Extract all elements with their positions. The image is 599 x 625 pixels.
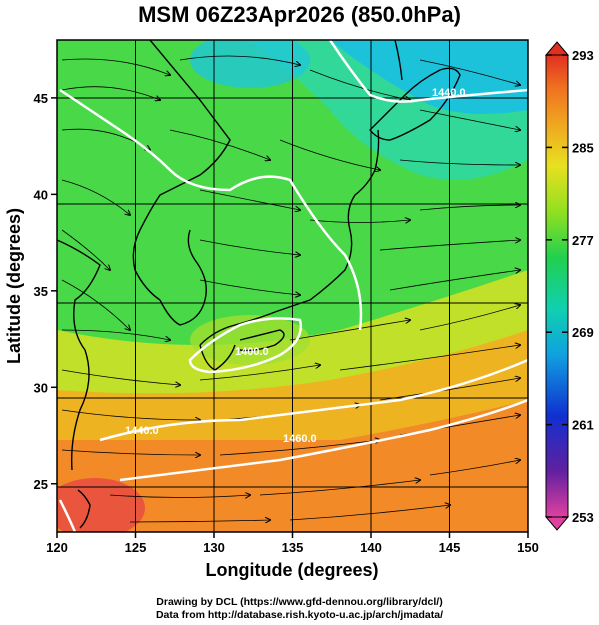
temperature-mild-spot	[190, 315, 310, 365]
coastline-hokkaido	[369, 67, 461, 141]
weather-map-figure: 1440.0 1460.0 1400.0 1440.0 120 125 130 135…	[4, 39, 594, 580]
streamline	[339, 345, 520, 371]
height-contour	[59, 88, 363, 331]
streamline	[61, 369, 180, 385]
colorbar-bottom-arrow	[544, 516, 570, 531]
y-tick-label: 40	[34, 187, 48, 202]
streamline	[379, 378, 520, 401]
colorbar-ticks: 293 285 277 269 261 253	[546, 48, 594, 525]
streamline	[289, 505, 450, 521]
streamline	[419, 109, 520, 130]
streamline	[61, 179, 130, 215]
x-tick-label: 125	[125, 540, 147, 555]
y-tick-label: 45	[34, 91, 48, 106]
streamline	[199, 279, 300, 295]
streamline	[61, 58, 170, 75]
streamline	[61, 449, 200, 455]
temperature-cold-spot	[190, 40, 310, 88]
streamline	[61, 409, 200, 420]
coastline-korea-north	[132, 40, 231, 301]
y-tick-label: 30	[34, 380, 48, 395]
streamline	[199, 365, 320, 381]
x-tick-label: 150	[517, 540, 539, 555]
streamline	[109, 495, 250, 498]
coastline-shikoku	[239, 329, 285, 352]
map-grid	[57, 40, 528, 532]
colorbar-tick-label: 269	[572, 325, 594, 340]
streamline	[61, 86, 160, 100]
colorbar-tick-label: 253	[572, 510, 594, 525]
contour-label: 1440.0	[125, 425, 159, 437]
streamline	[419, 59, 520, 85]
streamline	[61, 279, 130, 330]
height-contour	[188, 317, 303, 374]
coastline-taiwan	[77, 489, 91, 529]
streamline	[199, 239, 300, 255]
y-tick-label: 25	[34, 477, 48, 492]
height-contours	[58, 40, 528, 532]
height-contour	[99, 358, 528, 442]
streamline	[61, 329, 170, 340]
colorbar: 293 285 277 269 261 253	[544, 41, 594, 531]
chart-title: MSM 06Z23Apr2026 (850.0hPa)	[138, 2, 461, 27]
x-tick-label: 120	[46, 540, 68, 555]
streamline	[429, 460, 520, 476]
colorbar-gradient	[545, 54, 569, 518]
credit-data: Data from http://database.rish.kyoto-u.a…	[155, 609, 444, 621]
streamline	[179, 55, 300, 65]
contour-label: 1400.0	[235, 346, 269, 358]
y-tick-label: 35	[34, 284, 48, 299]
wind-streamlines	[61, 55, 520, 522]
coastline-sakhalin	[394, 40, 403, 81]
height-contour	[58, 499, 77, 532]
coastlines	[57, 40, 461, 529]
colorbar-tick-label: 285	[572, 140, 594, 155]
streamline	[289, 320, 410, 341]
streamline	[169, 129, 270, 160]
colorbar-top-arrow	[544, 41, 570, 56]
streamline	[199, 189, 300, 210]
colorbar-tick-label: 293	[572, 48, 594, 63]
height-contour	[328, 40, 528, 103]
streamline	[219, 440, 380, 456]
height-contour	[119, 398, 528, 482]
credit-drawing: Drawing by DCL (https://www.gfd-dennou.o…	[156, 596, 443, 608]
coastline-kyushu	[199, 344, 236, 371]
contour-label: 1460.0	[283, 433, 317, 445]
x-tick-label: 145	[439, 540, 461, 555]
x-axis-ticks: 120 125 130 135 140 145 150	[46, 532, 539, 555]
streamline	[399, 159, 520, 165]
x-tick-label: 140	[360, 540, 382, 555]
y-axis-label: Latitude (degrees)	[4, 208, 24, 364]
streamline	[379, 240, 520, 251]
streamline	[309, 69, 410, 100]
colorbar-tick-label: 261	[572, 418, 594, 433]
coastline-japan-honshu	[199, 129, 380, 346]
streamline	[129, 520, 270, 522]
streamline	[61, 229, 110, 270]
streamline	[419, 305, 520, 331]
coastline-korea-peninsula	[159, 229, 207, 326]
contour-label: 1440.0	[432, 87, 466, 99]
streamline	[259, 480, 420, 496]
x-axis-label: Longitude (degrees)	[205, 560, 378, 580]
streamline	[279, 139, 380, 170]
colorbar-tick-label: 277	[572, 233, 594, 248]
x-tick-label: 135	[282, 540, 304, 555]
streamline	[389, 270, 520, 291]
coastline-china	[57, 239, 101, 471]
y-axis-ticks: 25 30 35 40 45	[34, 91, 57, 492]
streamline	[419, 205, 520, 211]
x-tick-label: 130	[203, 540, 225, 555]
contour-labels: 1440.0 1460.0 1400.0 1440.0	[125, 87, 466, 445]
streamline	[309, 220, 410, 223]
plot-area	[57, 40, 528, 532]
